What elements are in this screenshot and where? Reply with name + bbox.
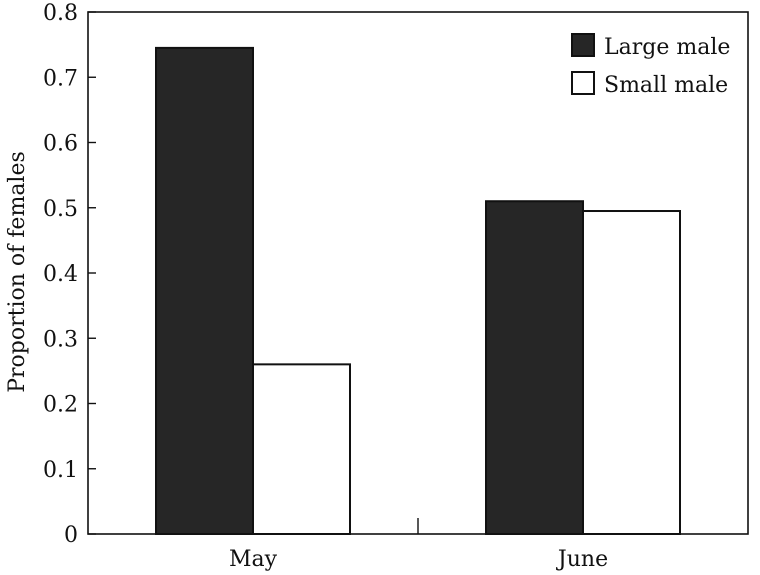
plot-area: 0 0.1 0.2 0.3 0.4 0.5 0.6 0.7 0.8 May June: [43, 1, 749, 572]
x-tick-label: June: [556, 547, 608, 572]
y-tick-label: 0.3: [43, 327, 78, 352]
y-tick-label: 0.8: [43, 1, 78, 26]
legend-swatch: [571, 71, 595, 95]
y-axis-title: Proportion of females: [5, 151, 30, 393]
legend: Large male Small male: [571, 33, 730, 98]
bar-small-male-june: [582, 210, 681, 535]
y-tick-label: 0.6: [43, 132, 78, 157]
bar-small-male-may: [252, 363, 351, 535]
y-tick-label: 0.2: [43, 393, 78, 418]
y-tick-label: 0.7: [43, 66, 78, 91]
legend-swatch: [571, 33, 595, 57]
bar-large-male-may: [155, 46, 254, 535]
bar-large-male-june: [485, 200, 584, 535]
y-tick-label: 0: [64, 523, 78, 548]
y-tick-label: 0.1: [43, 458, 78, 483]
y-tick-label: 0.5: [43, 197, 78, 222]
y-tick-label: 0.4: [43, 262, 78, 287]
legend-label: Large male: [604, 35, 730, 60]
x-tick-label: May: [229, 547, 278, 572]
legend-label: Small male: [604, 73, 728, 98]
